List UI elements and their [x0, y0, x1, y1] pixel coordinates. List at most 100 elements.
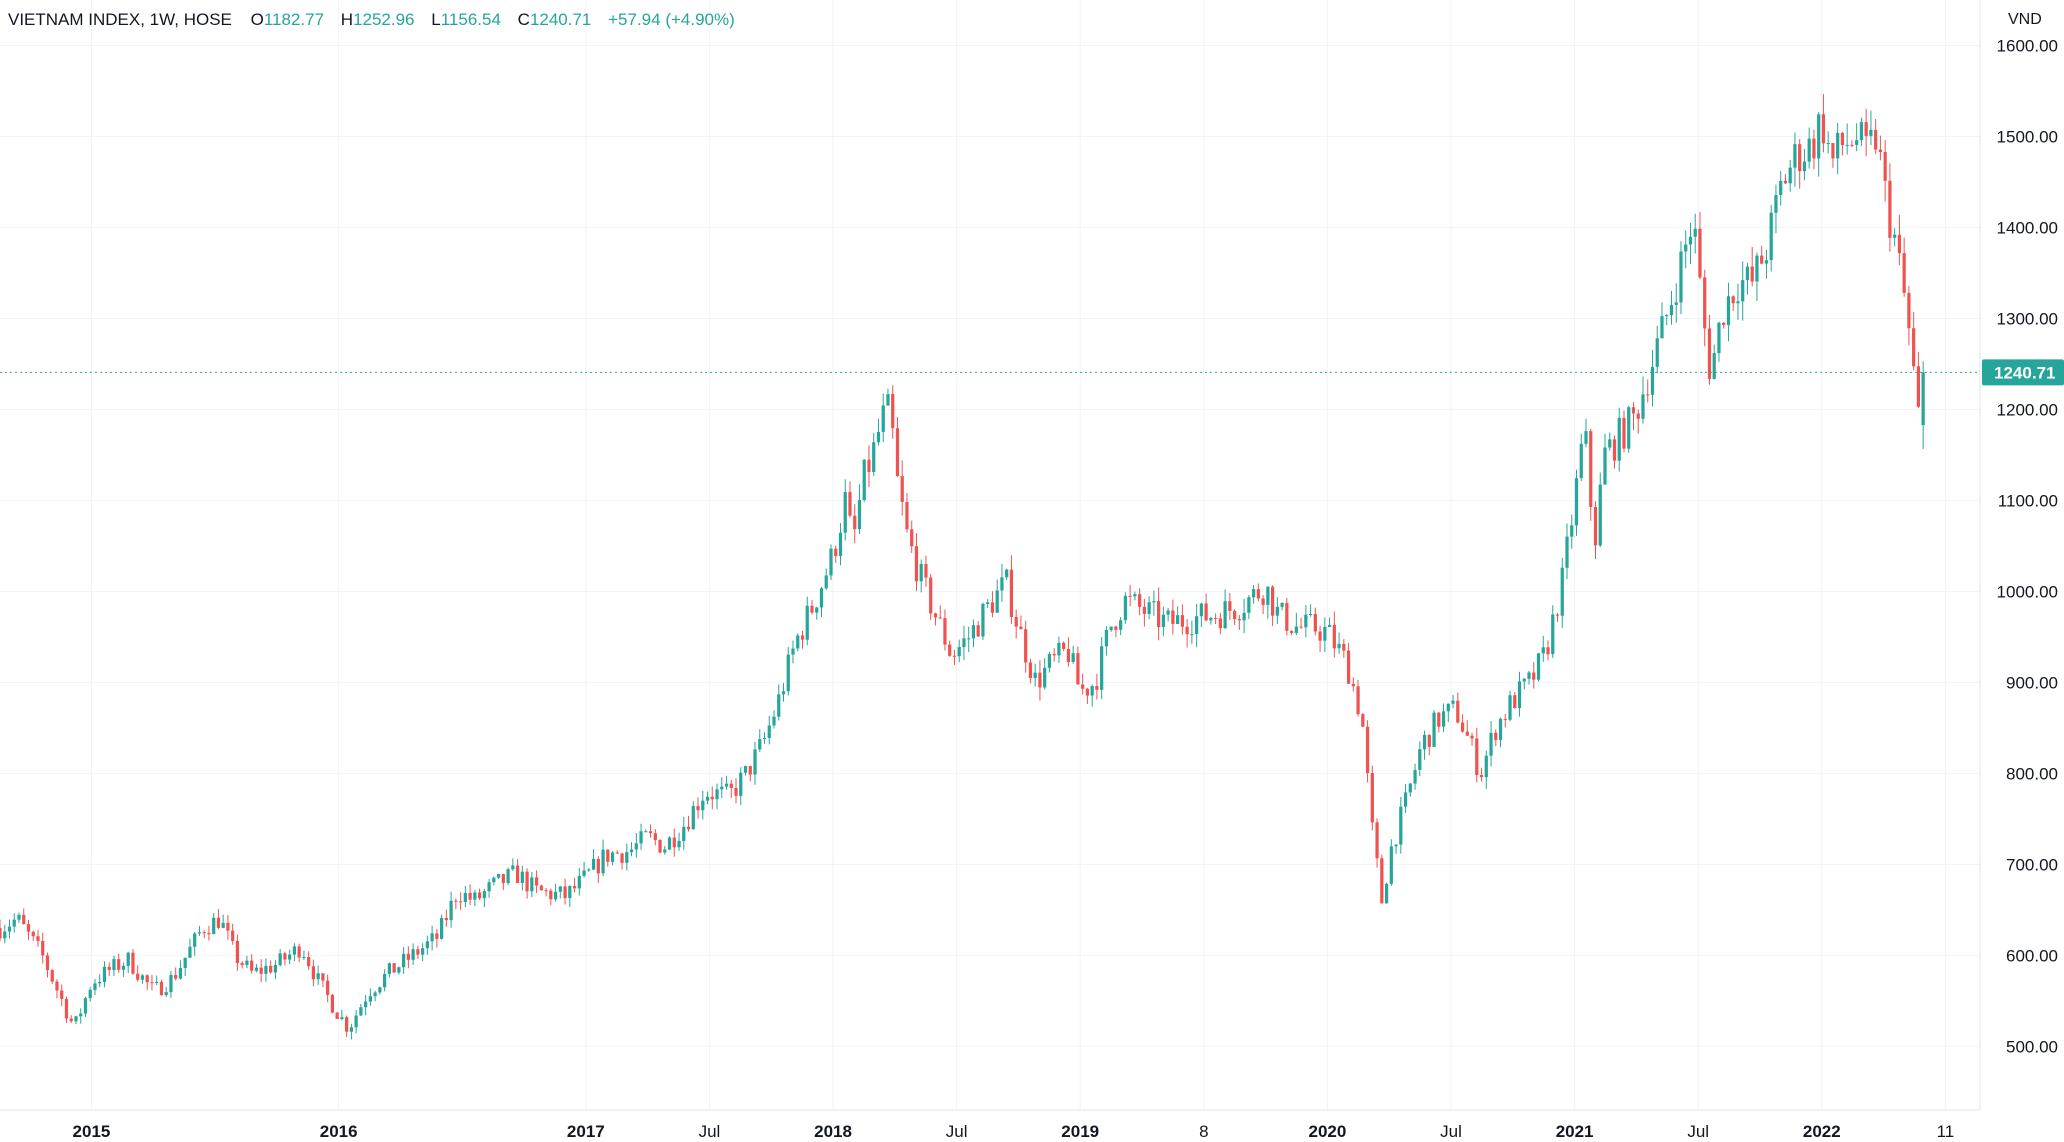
candle-body	[976, 625, 980, 637]
candle-body	[1223, 601, 1227, 629]
candle-body	[1095, 686, 1099, 690]
candle-body	[534, 877, 539, 886]
candle-body	[857, 500, 862, 530]
candle-body	[1475, 738, 1479, 776]
candle-body	[1304, 614, 1308, 628]
candle-body	[45, 955, 50, 971]
candle-body	[273, 965, 278, 973]
candle-body	[1085, 688, 1090, 696]
last-price-badge: 1240.71	[1982, 359, 2064, 386]
candle-body	[7, 926, 12, 932]
candle-body	[1522, 678, 1526, 682]
candle-body	[1779, 180, 1783, 195]
candle-body	[1384, 883, 1389, 904]
candle-body	[724, 783, 729, 787]
candle-body	[1750, 266, 1754, 282]
candle-body	[620, 853, 624, 863]
candle-body	[1251, 589, 1256, 598]
candle-body	[421, 948, 425, 955]
candle-body	[1593, 507, 1598, 546]
x-tick-label: 2016	[320, 1122, 358, 1141]
candle-body	[990, 602, 995, 613]
candle-body	[496, 874, 501, 878]
candle-body	[473, 892, 477, 900]
candle-body	[515, 865, 520, 883]
candle-body	[753, 749, 757, 775]
candle-body	[117, 959, 121, 970]
candle-body	[1052, 653, 1056, 656]
candle-body	[1788, 167, 1792, 184]
candle-body	[1655, 338, 1659, 367]
candle-body	[686, 826, 691, 830]
candle-body	[648, 831, 653, 834]
candle-body	[710, 796, 714, 800]
candle-body	[587, 869, 591, 871]
candle-body	[435, 933, 439, 939]
candle-body	[150, 982, 154, 984]
candle-body	[1456, 700, 1460, 723]
candle-body	[1289, 630, 1294, 633]
candle-body	[292, 946, 297, 955]
candle-body	[1346, 650, 1351, 684]
candle-body	[1693, 228, 1697, 237]
candle-body	[691, 806, 695, 830]
candle-body	[948, 644, 952, 656]
time-axis[interactable]: 2015 2016 2017 Jul 2018 Jul 2019 8 2020 Jul 2021 Ju…	[73, 1122, 1955, 1141]
candle-body	[1247, 597, 1251, 613]
x-tick-label: 2018	[814, 1122, 852, 1141]
candle-body	[1717, 322, 1721, 354]
candle-body	[606, 849, 610, 862]
candle-body	[1807, 138, 1811, 162]
candle-body	[1323, 626, 1327, 641]
candle-body	[1413, 769, 1417, 784]
candle-body	[1446, 703, 1450, 712]
candle-body	[264, 965, 268, 974]
candle-body	[330, 994, 335, 1013]
candle-body	[345, 1017, 349, 1032]
y-tick-label: 500.00	[2006, 1037, 2058, 1056]
low-value: 1156.54	[440, 10, 501, 29]
candle-body	[1893, 234, 1897, 238]
candle-body	[1123, 595, 1128, 621]
candle-body	[1684, 244, 1688, 252]
y-tick-label: 900.00	[2006, 673, 2058, 692]
candle-body	[1190, 634, 1194, 636]
price-axis[interactable]: 1600.00 1500.00 1400.00 1300.00 1200.00 1100.…	[1997, 36, 2058, 1056]
symbol-name[interactable]: VIETNAM INDEX, 1W, HOSE	[8, 10, 232, 29]
candle-body	[1598, 484, 1602, 546]
candle-body	[1104, 630, 1109, 647]
candle-body	[843, 491, 847, 533]
candle-body	[17, 914, 21, 920]
candle-body	[1460, 722, 1465, 732]
candle-body	[1736, 301, 1740, 304]
candle-body	[520, 871, 524, 883]
candle-body	[549, 890, 553, 900]
candle-body	[1722, 322, 1726, 326]
candle-body	[824, 575, 828, 589]
candle-body	[1199, 603, 1203, 617]
close-key: C	[517, 10, 530, 29]
candle-body	[1133, 594, 1137, 597]
candle-body	[862, 459, 866, 501]
candle-body	[102, 966, 107, 982]
candle-body	[781, 691, 786, 695]
x-tick-label: 2022	[1803, 1122, 1841, 1141]
candle-body	[482, 891, 486, 899]
candle-body	[815, 607, 819, 613]
candle-body	[1418, 749, 1422, 770]
candle-body	[1470, 735, 1474, 739]
candle-body	[1128, 595, 1132, 597]
candle-body	[1242, 612, 1246, 621]
candle-body	[1399, 806, 1403, 845]
low-key: L	[431, 10, 441, 29]
candle-body	[430, 933, 434, 942]
candle-body	[1494, 732, 1498, 740]
candle-body	[1793, 144, 1797, 168]
candle-body	[1261, 598, 1265, 605]
candle-body	[235, 941, 240, 963]
candle-body	[131, 952, 135, 974]
candle-body	[231, 930, 235, 942]
candle-body	[1195, 616, 1199, 635]
candle-body	[1845, 144, 1849, 146]
